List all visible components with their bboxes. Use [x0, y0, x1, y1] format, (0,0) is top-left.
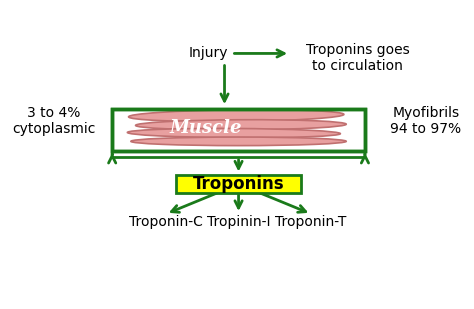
Text: Muscle: Muscle	[170, 119, 242, 137]
Ellipse shape	[128, 110, 344, 121]
Ellipse shape	[136, 120, 346, 130]
Text: Troponins goes
to circulation: Troponins goes to circulation	[306, 43, 410, 73]
Text: Troponin-T: Troponin-T	[275, 214, 347, 229]
Text: Troponins: Troponins	[193, 175, 284, 193]
Ellipse shape	[131, 137, 346, 146]
Text: Tropinin-I: Tropinin-I	[207, 214, 270, 229]
Text: Myofibrils
94 to 97%: Myofibrils 94 to 97%	[390, 106, 461, 136]
Ellipse shape	[128, 129, 340, 138]
Text: Troponin-C: Troponin-C	[129, 214, 203, 229]
FancyBboxPatch shape	[176, 175, 301, 193]
Text: 3 to 4%
cytoplasmic: 3 to 4% cytoplasmic	[12, 106, 95, 136]
Text: Injury: Injury	[188, 46, 228, 61]
